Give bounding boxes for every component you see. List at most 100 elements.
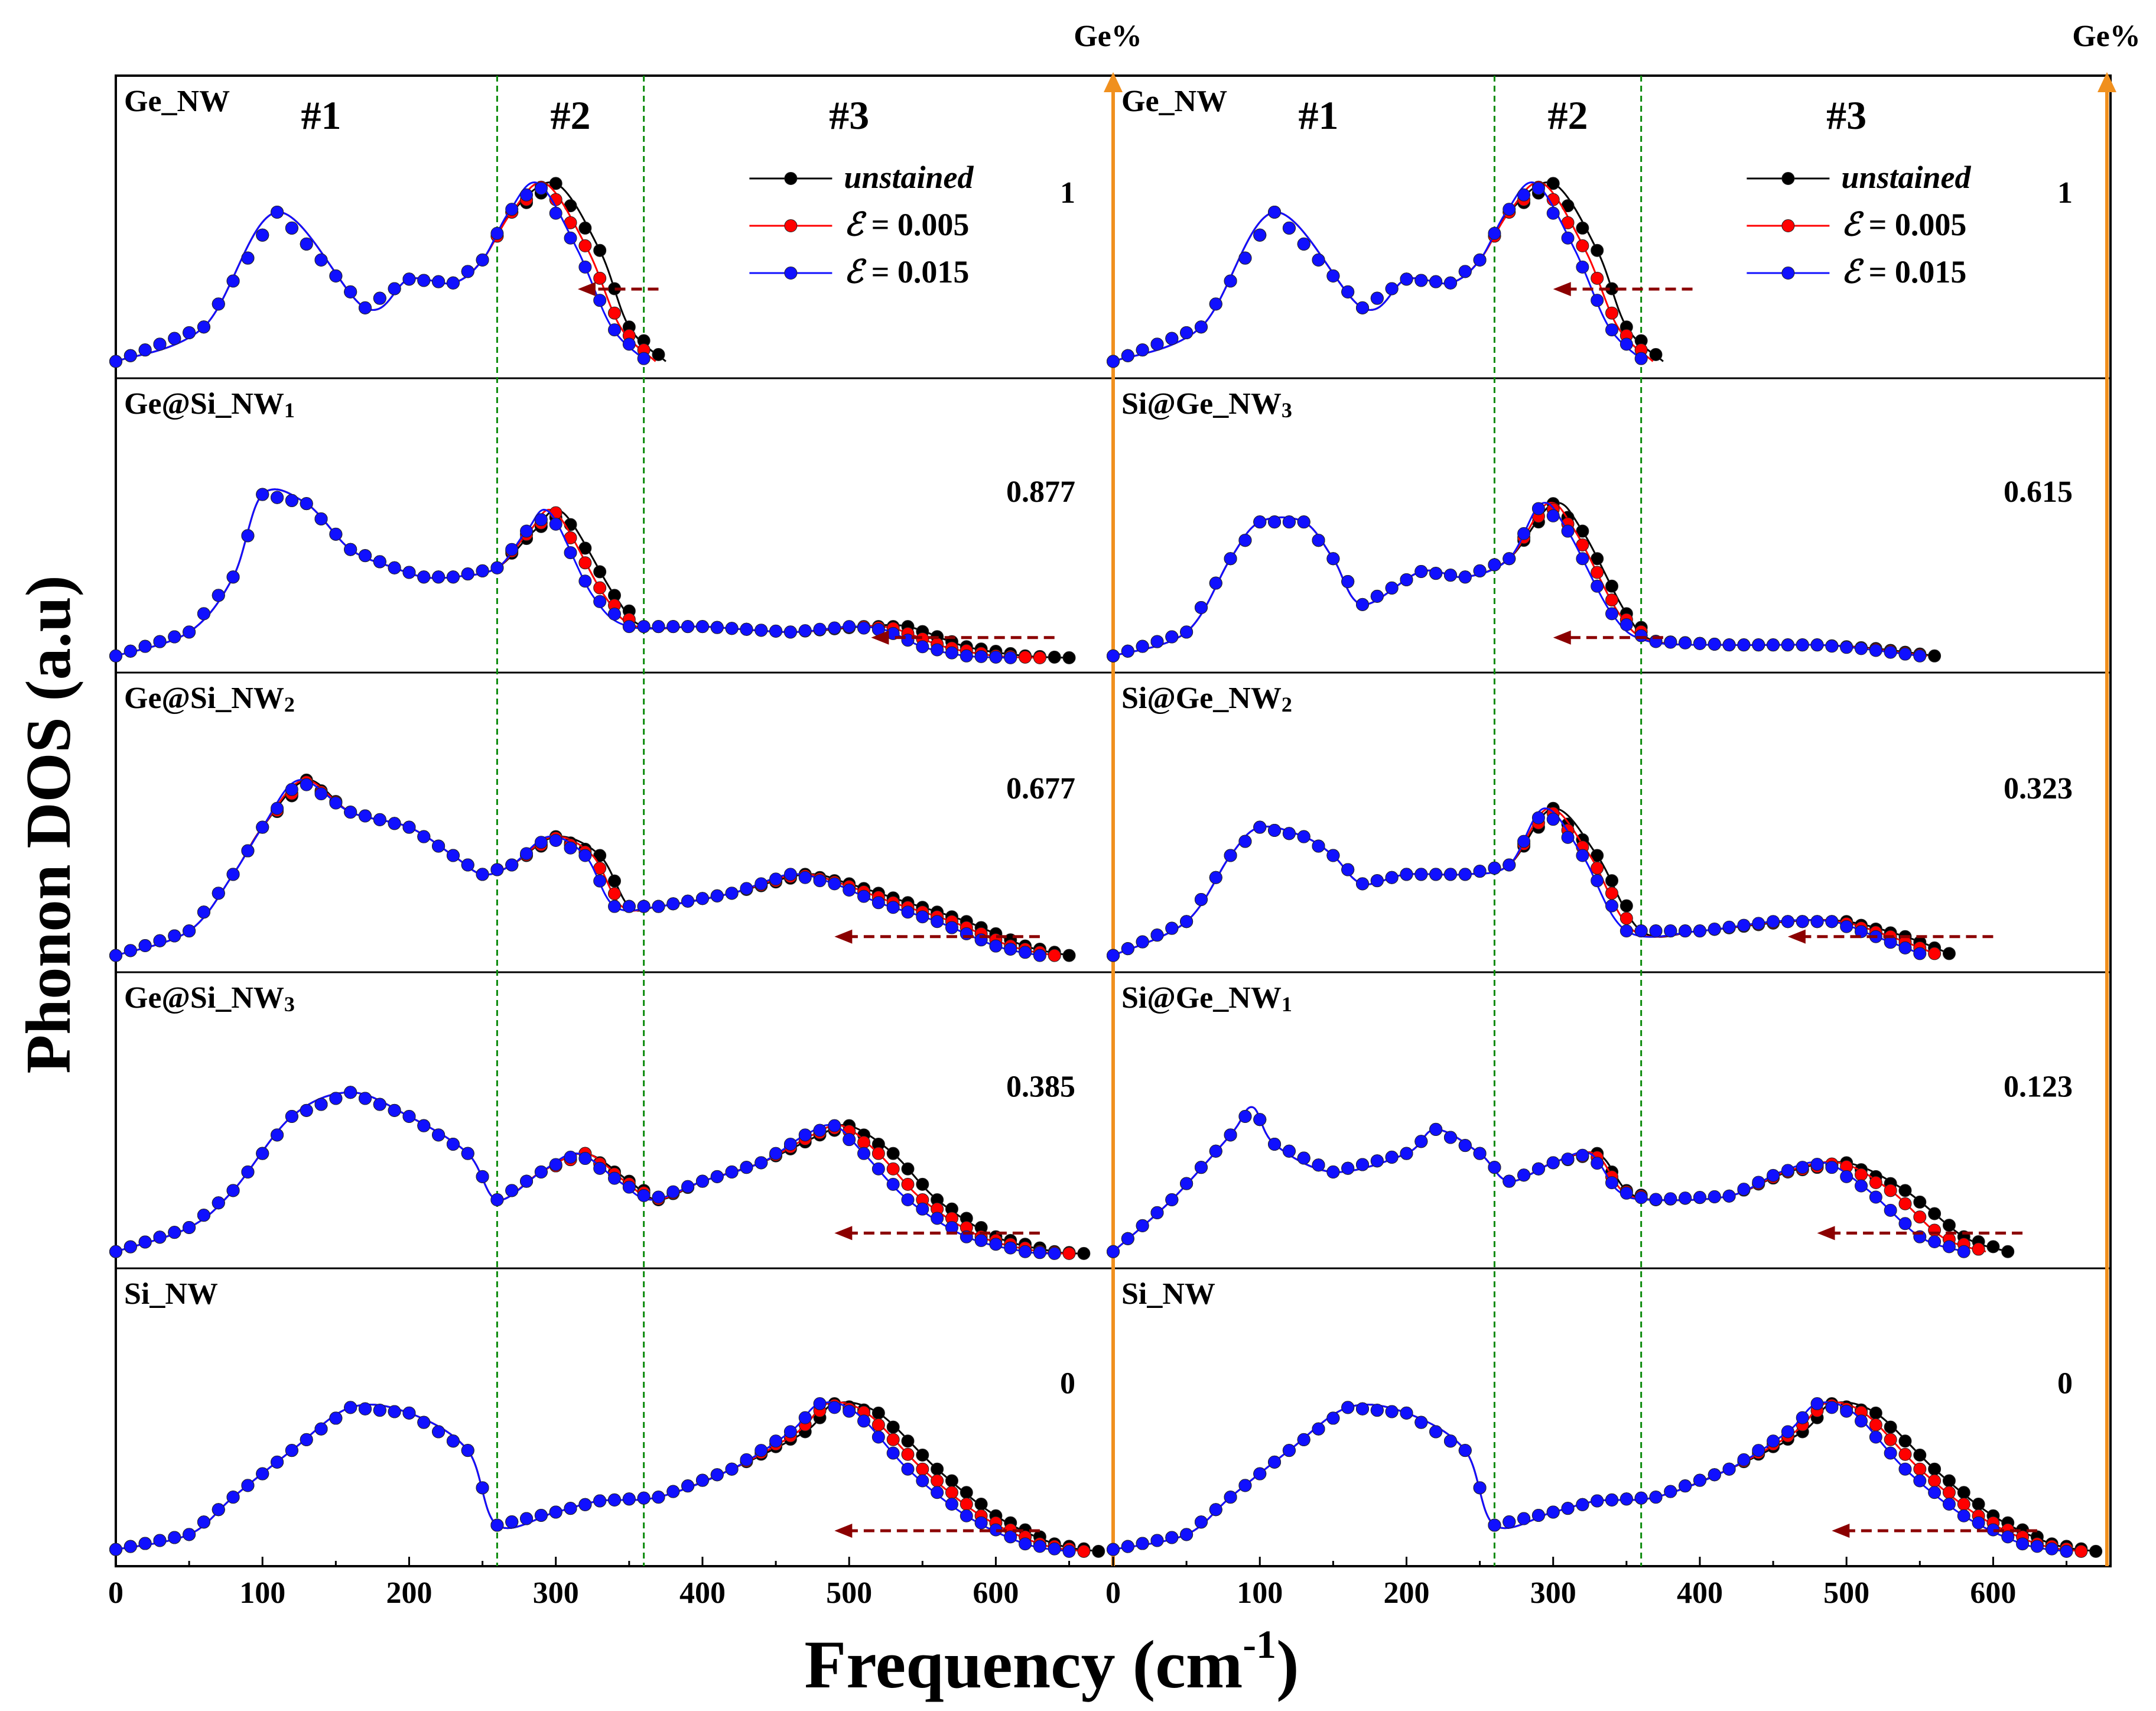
data-point <box>490 1518 504 1532</box>
data-point <box>637 900 651 913</box>
data-point <box>1048 650 1061 664</box>
data-point <box>1825 1161 1839 1174</box>
data-point <box>1414 868 1428 881</box>
data-point <box>226 274 240 288</box>
data-point <box>1194 601 1208 615</box>
data-point <box>1546 509 1560 522</box>
legend-label: ℰ = 0.005 <box>844 207 969 242</box>
data-point <box>681 1180 695 1193</box>
data-point <box>1605 899 1618 913</box>
data-point <box>1781 1425 1794 1439</box>
data-point <box>1869 1418 1882 1431</box>
data-point <box>476 564 489 577</box>
data-point <box>1429 1122 1443 1136</box>
data-point <box>1165 1531 1179 1544</box>
data-point <box>1634 1491 1648 1505</box>
data-point <box>989 939 1003 953</box>
panel-right-2: Si@Ge_NW2 0.323 <box>1107 681 2073 962</box>
data-point <box>1268 1138 1282 1151</box>
panel-title-subscript: 2 <box>284 693 295 716</box>
data-point <box>534 836 548 849</box>
data-point <box>549 177 562 190</box>
data-point <box>300 1433 313 1446</box>
data-point <box>1356 301 1369 314</box>
data-point <box>1898 1462 1912 1476</box>
data-point <box>916 1474 929 1488</box>
data-point <box>637 1189 651 1202</box>
data-point <box>1913 649 1927 663</box>
x-axis-label-main: Frequency (cm <box>804 1627 1243 1703</box>
data-point <box>1297 515 1310 529</box>
data-point <box>520 847 534 861</box>
legend-label: ℰ = 0.015 <box>844 254 969 290</box>
data-point <box>505 543 519 556</box>
data-point <box>960 1509 973 1522</box>
data-point <box>608 1493 621 1507</box>
data-point <box>1312 839 1325 853</box>
panel-title-subscript: 3 <box>1282 398 1292 422</box>
data-point <box>1473 564 1487 577</box>
data-point <box>373 813 386 826</box>
data-point <box>1297 237 1310 251</box>
data-point <box>446 1138 460 1151</box>
data-point <box>1693 1473 1706 1487</box>
data-point <box>329 1092 343 1105</box>
shift-arrow-head <box>834 929 853 944</box>
legend-marker <box>1781 172 1795 185</box>
series-line <box>115 779 1040 957</box>
data-point <box>461 1444 474 1457</box>
data-point <box>652 348 665 361</box>
data-point <box>931 1486 944 1499</box>
data-point <box>974 1498 988 1511</box>
data-point <box>505 1515 519 1529</box>
data-point <box>1458 1444 1472 1457</box>
series-line <box>1113 502 1927 657</box>
data-point <box>123 349 137 362</box>
data-point <box>886 1147 900 1160</box>
data-point <box>1884 1446 1897 1460</box>
data-point <box>1664 924 1677 938</box>
data-point <box>1136 935 1149 949</box>
data-point <box>1429 1425 1443 1439</box>
ge-fraction-value: 0.385 <box>1006 1070 1075 1103</box>
data-point <box>1913 1195 1927 1209</box>
data-point <box>1282 515 1296 529</box>
data-point <box>901 1162 915 1176</box>
data-point <box>901 905 915 919</box>
ge-fraction-value: 0.323 <box>2004 772 2073 806</box>
data-point <box>1473 1147 1487 1160</box>
series-line <box>1113 502 1920 657</box>
data-point <box>1341 1161 1355 1175</box>
data-point <box>1209 297 1222 311</box>
data-point <box>564 546 577 560</box>
data-point <box>1928 1235 1942 1249</box>
data-point <box>1561 231 1575 245</box>
data-point <box>168 332 181 345</box>
data-point <box>1253 1467 1267 1481</box>
data-point <box>828 1119 841 1132</box>
data-point <box>1224 1128 1237 1142</box>
legend-value: = 0.015 <box>863 254 969 290</box>
data-point <box>1224 274 1237 288</box>
data-point <box>1121 349 1134 362</box>
data-point <box>1531 181 1545 195</box>
data-point <box>1620 899 1633 913</box>
data-point <box>1107 649 1120 663</box>
shift-arrow-head <box>834 1524 853 1538</box>
data-point <box>828 877 841 891</box>
data-point <box>359 549 372 563</box>
data-point <box>1972 1516 1985 1530</box>
data-point <box>490 863 504 876</box>
data-point <box>1517 835 1531 848</box>
data-point <box>1591 579 1604 593</box>
data-point <box>916 640 929 654</box>
data-point <box>388 282 401 296</box>
data-point <box>314 1098 328 1111</box>
data-point <box>1297 1433 1310 1446</box>
data-point <box>710 1170 724 1183</box>
data-point <box>388 817 401 830</box>
data-point <box>931 1462 944 1476</box>
panel-title-subscript: 1 <box>284 398 295 422</box>
data-point <box>1488 558 1501 572</box>
panel-right-4: Si_NW 0 <box>1107 1277 2103 1558</box>
